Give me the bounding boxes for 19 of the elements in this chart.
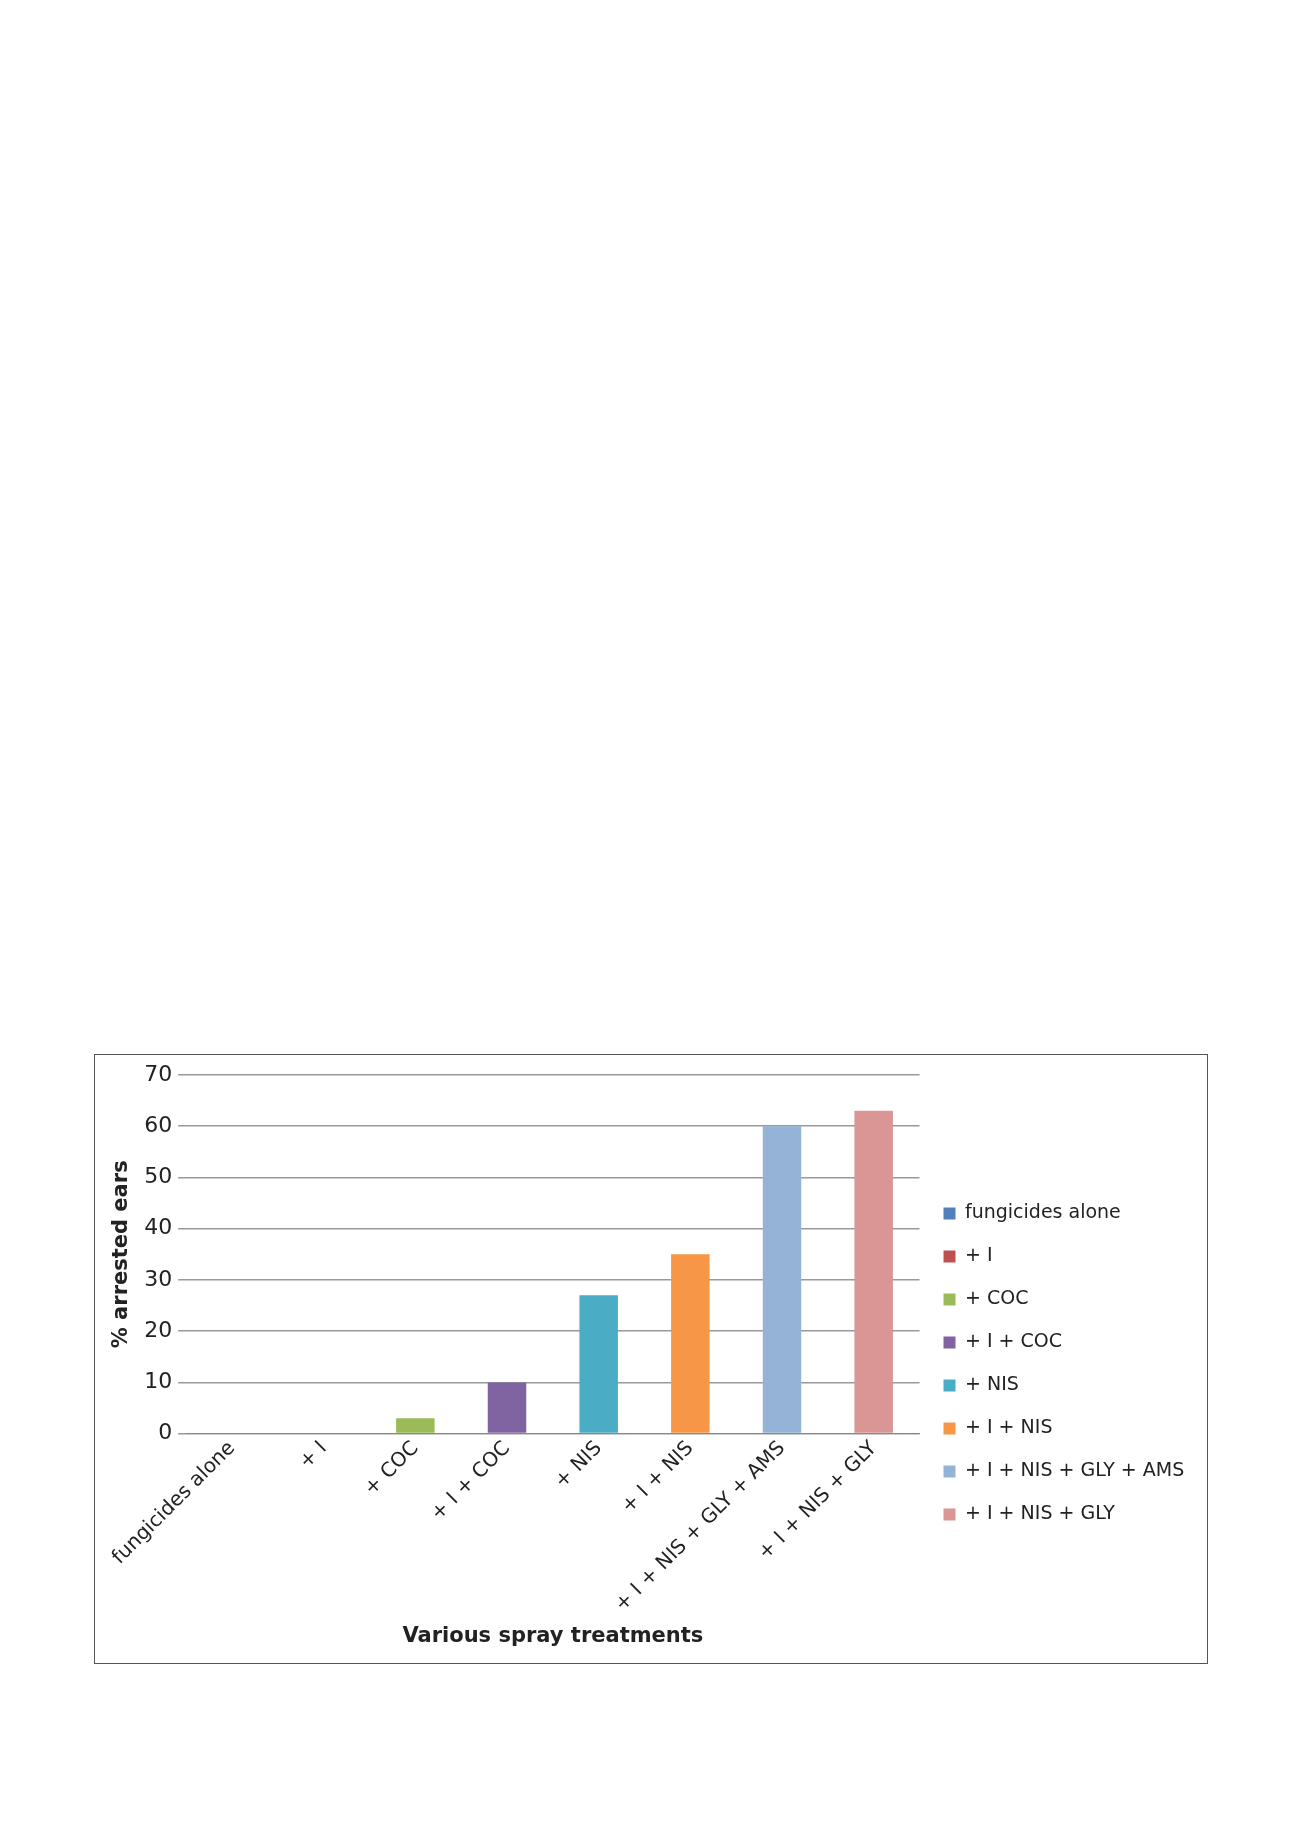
y-tick-label: 10 bbox=[144, 1368, 173, 1394]
y-tick-label: 30 bbox=[144, 1265, 173, 1291]
x-axis-title: Various spray treatments bbox=[402, 1622, 704, 1647]
legend-label: + I + COC bbox=[965, 1329, 1063, 1352]
y-axis-title: % arrested ears bbox=[108, 1160, 133, 1349]
y-tick-label: 70 bbox=[144, 1060, 173, 1086]
y-tick-label: 60 bbox=[144, 1111, 173, 1137]
legend-label: + COC bbox=[965, 1286, 1029, 1309]
x-tick-label: + NIS bbox=[548, 1435, 606, 1493]
x-tick-label: + I + NIS bbox=[615, 1435, 698, 1518]
y-tick-label: 40 bbox=[144, 1214, 173, 1240]
y-tick-label: 20 bbox=[144, 1316, 173, 1342]
legend-label: + I bbox=[965, 1243, 993, 1266]
y-tick-label: 50 bbox=[144, 1163, 173, 1189]
x-tick-label: + I bbox=[293, 1435, 331, 1473]
legend-label: fungicides alone bbox=[965, 1200, 1121, 1223]
legend-label: + I + NIS bbox=[965, 1415, 1053, 1438]
y-tick-label: 0 bbox=[158, 1419, 173, 1445]
legend-label: + NIS bbox=[965, 1372, 1019, 1395]
